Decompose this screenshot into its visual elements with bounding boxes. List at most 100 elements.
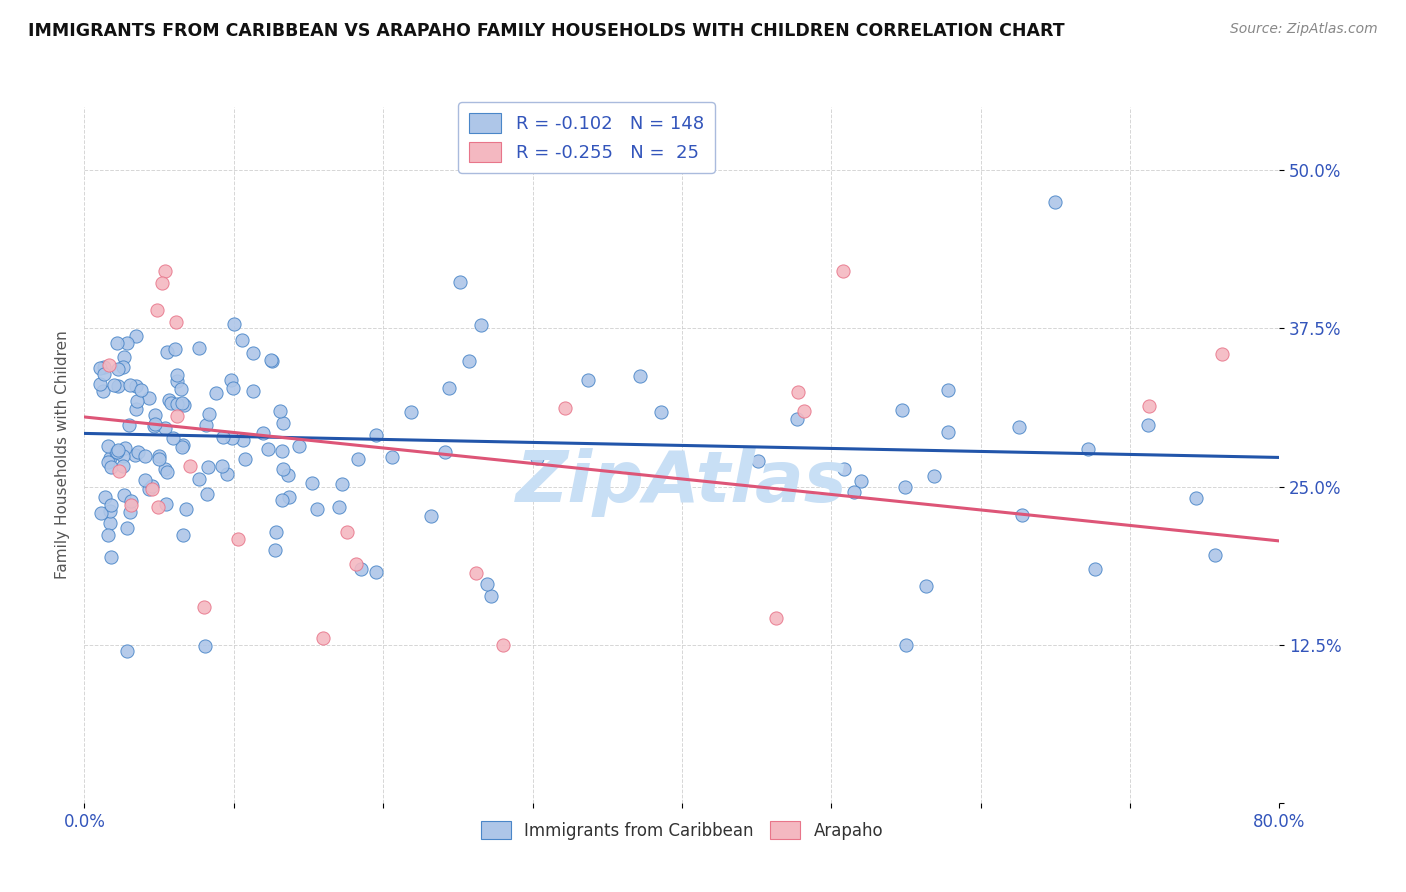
Point — [1011, 508, 1033, 522]
Point — [153, 264, 176, 278]
Point — [146, 302, 169, 317]
Point — [287, 439, 309, 453]
Point — [107, 361, 129, 376]
Point — [1204, 548, 1226, 562]
Point — [381, 450, 404, 465]
Point — [156, 345, 179, 359]
Point — [219, 373, 242, 387]
Point — [328, 500, 350, 515]
Point — [153, 421, 176, 435]
Point — [222, 318, 245, 332]
Point — [112, 488, 135, 502]
Point — [1211, 347, 1233, 361]
Point — [364, 427, 387, 442]
Point — [172, 438, 194, 452]
Point — [115, 521, 138, 535]
Point — [166, 409, 188, 424]
Point — [157, 393, 180, 408]
Point — [470, 318, 492, 332]
Point — [273, 416, 295, 430]
Point — [134, 449, 156, 463]
Point — [100, 550, 122, 565]
Point — [179, 459, 201, 474]
Point — [156, 465, 179, 479]
Point — [131, 383, 153, 397]
Point — [260, 353, 283, 368]
Point — [100, 459, 122, 474]
Y-axis label: Family Households with Children: Family Households with Children — [55, 331, 70, 579]
Point — [89, 377, 111, 392]
Point — [269, 404, 291, 418]
Point — [143, 408, 166, 422]
Point — [90, 506, 112, 520]
Point — [890, 402, 912, 417]
Point — [117, 417, 139, 432]
Point — [155, 497, 177, 511]
Point — [193, 599, 215, 614]
Point — [105, 336, 128, 351]
Point — [112, 359, 135, 374]
Point — [851, 474, 873, 488]
Point — [127, 394, 149, 409]
Point — [212, 430, 235, 444]
Point — [143, 419, 166, 434]
Point — [419, 509, 441, 524]
Point — [195, 417, 218, 432]
Point — [844, 485, 866, 500]
Point — [197, 460, 219, 475]
Point — [188, 342, 211, 356]
Point — [458, 354, 481, 368]
Point — [1045, 194, 1067, 209]
Point — [1185, 491, 1208, 505]
Point — [628, 368, 651, 383]
Point — [437, 381, 460, 395]
Point — [107, 443, 129, 458]
Point — [170, 383, 193, 397]
Point — [97, 439, 120, 453]
Point — [118, 505, 141, 519]
Point — [148, 449, 170, 463]
Point — [231, 334, 253, 348]
Point — [346, 452, 368, 467]
Point — [475, 576, 498, 591]
Point — [793, 404, 815, 418]
Point — [479, 589, 502, 603]
Point — [915, 579, 938, 593]
Point — [765, 611, 787, 625]
Point — [124, 449, 146, 463]
Point — [242, 384, 264, 399]
Point — [98, 516, 121, 530]
Point — [221, 380, 243, 394]
Point — [936, 425, 959, 439]
Point — [93, 490, 115, 504]
Point — [100, 498, 122, 512]
Point — [98, 504, 121, 518]
Point — [1077, 442, 1099, 457]
Point — [165, 315, 187, 329]
Point — [125, 379, 148, 393]
Point — [93, 367, 115, 381]
Point — [492, 638, 515, 652]
Text: Source: ZipAtlas.com: Source: ZipAtlas.com — [1230, 22, 1378, 37]
Point — [266, 525, 288, 540]
Point — [252, 426, 274, 441]
Point — [170, 396, 193, 410]
Point — [786, 411, 808, 425]
Point — [146, 500, 169, 515]
Point — [166, 368, 188, 382]
Point — [172, 528, 194, 542]
Point — [786, 385, 808, 400]
Point — [165, 342, 187, 356]
Point — [98, 358, 121, 372]
Point — [1084, 562, 1107, 576]
Point — [103, 378, 125, 392]
Point — [153, 462, 176, 476]
Point — [747, 454, 769, 468]
Point — [138, 482, 160, 496]
Point — [148, 452, 170, 467]
Point — [263, 543, 285, 558]
Point — [120, 494, 142, 508]
Point — [271, 493, 294, 508]
Point — [257, 442, 280, 456]
Point — [270, 443, 292, 458]
